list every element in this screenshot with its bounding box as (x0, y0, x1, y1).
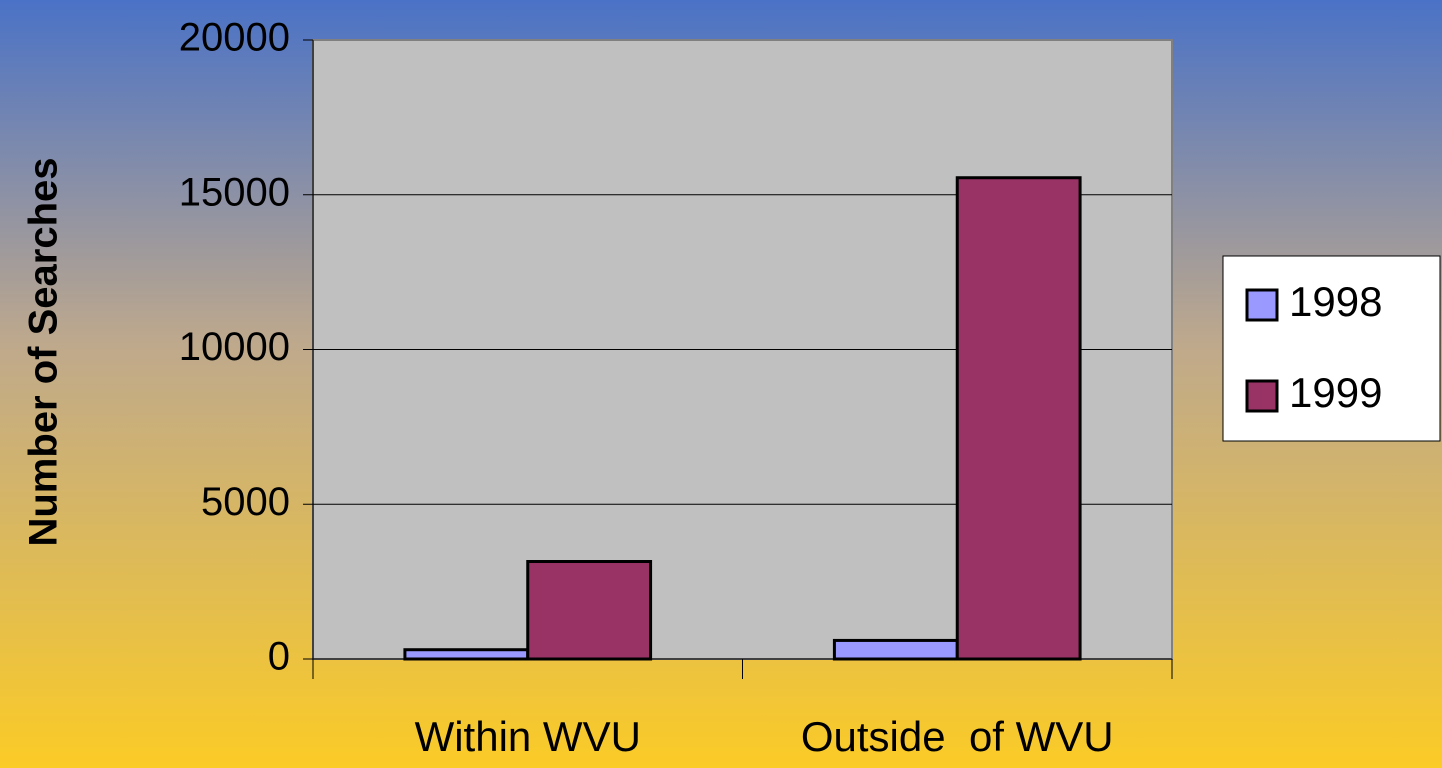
x-tick-label: Within WVU (415, 713, 641, 760)
bar (955, 176, 1082, 661)
x-tick-label: Outside of WVU (801, 713, 1114, 760)
y-tick-label: 15000 (179, 170, 290, 214)
legend-label: 1999 (1289, 369, 1382, 416)
legend-label: 1998 (1289, 278, 1382, 325)
y-tick-label: 10000 (179, 325, 290, 369)
y-tick-label: 5000 (201, 480, 290, 524)
y-tick-label: 20000 (179, 16, 290, 60)
y-tick-label: 0 (268, 635, 290, 679)
legend-swatch (1245, 288, 1279, 322)
legend-swatch (1245, 379, 1279, 413)
y-axis-label: Number of Searches (22, 157, 66, 546)
bar (832, 638, 959, 661)
bar (403, 648, 530, 661)
bar (526, 560, 653, 661)
